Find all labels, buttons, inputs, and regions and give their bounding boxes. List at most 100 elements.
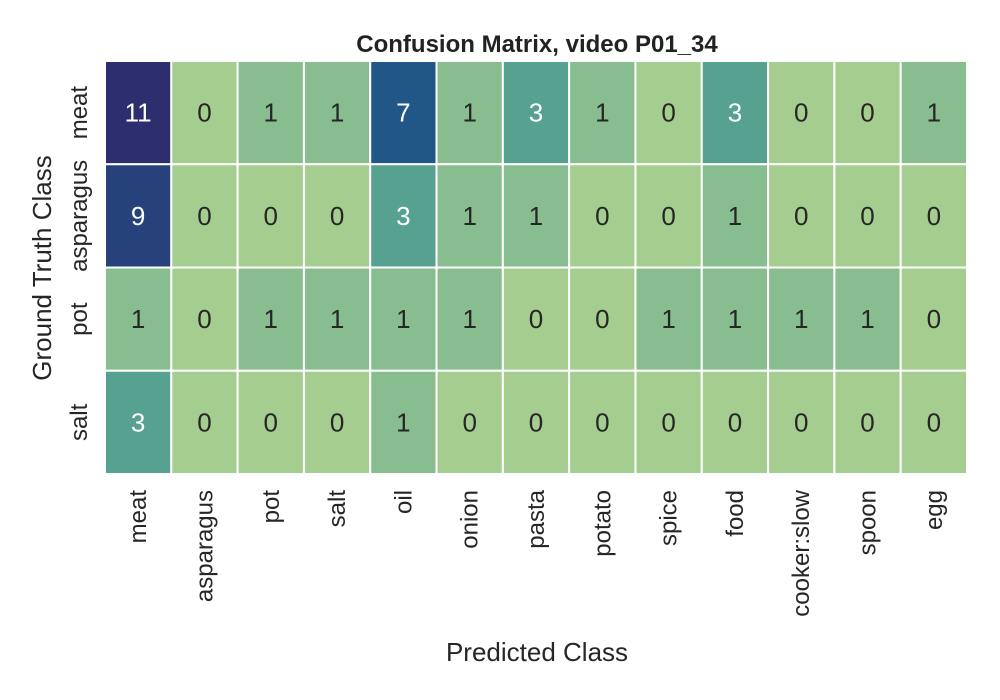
cell-value-label: 1 (728, 304, 742, 334)
x-tick-label: pot (258, 490, 285, 524)
cell-value-label: 1 (462, 304, 476, 334)
heatmap-cell-meat-potato (568, 60, 637, 166)
x-tick-label: spoon (855, 490, 882, 555)
heatmap-cell-salt-egg (899, 369, 969, 475)
cell-value-label: 0 (595, 407, 609, 437)
heatmap-cell-asparagus-oil (369, 163, 438, 269)
heatmap-cell-asparagus-spice (634, 163, 703, 269)
cell-value-label: 0 (728, 407, 742, 437)
y-tick-label: pot (66, 302, 93, 336)
x-tick-label: oil (390, 490, 417, 514)
cell-value-label: 0 (264, 201, 278, 231)
cell-value-label: 0 (661, 201, 675, 231)
cell-value-label: 0 (860, 407, 874, 437)
heatmap-cell-meat-asparagus (170, 60, 239, 166)
heatmap-cell-meat-food (700, 60, 770, 166)
cell-value-label: 0 (794, 201, 808, 231)
cell-value-label: 7 (396, 98, 410, 128)
cell-value-label: 1 (728, 201, 742, 231)
cell-value-label: 1 (264, 304, 278, 334)
heatmap-cell-salt-spoon (833, 369, 902, 475)
cell-value-label: 1 (860, 304, 874, 334)
cell-value-label: 1 (595, 98, 609, 128)
heatmap-cell-salt-onion (435, 369, 504, 475)
cell-value-label: 1 (794, 304, 808, 334)
cell-value-label: 0 (197, 407, 211, 437)
cell-value-label: 1 (330, 304, 344, 334)
cell-value-label: 1 (927, 98, 941, 128)
cell-value-label: 3 (131, 407, 145, 437)
x-tick-label: egg (921, 490, 948, 530)
cell-value-label: 0 (197, 304, 211, 334)
heatmap-cell-salt-potato (568, 369, 637, 475)
heatmap-cell-pot-cooker:slow (767, 266, 836, 372)
cell-value-label: 0 (661, 98, 675, 128)
y-axis-label: Ground Truth Class (27, 155, 57, 380)
heatmap-cell-pot-pot (236, 266, 305, 372)
cell-value-label: 1 (529, 201, 543, 231)
heatmap-cell-asparagus-pasta (501, 163, 571, 269)
heatmap-cell-meat-spoon (833, 60, 902, 166)
y-tick-label: salt (66, 403, 93, 441)
heatmap-cell-asparagus-meat (104, 163, 173, 269)
y-tick-labels: meat asparagus pot salt (66, 86, 93, 441)
heatmap-cell-asparagus-pot (236, 163, 305, 269)
cell-value-label: 1 (264, 98, 278, 128)
cell-value-label: 0 (330, 407, 344, 437)
heatmap-cell-salt-meat (104, 369, 173, 475)
x-tick-label: cooker:slow (788, 489, 815, 616)
x-tick-label: salt (324, 490, 351, 528)
cell-value-label: 0 (860, 98, 874, 128)
heatmap-cell-pot-meat (104, 266, 173, 372)
cell-value-label: 0 (462, 407, 476, 437)
x-tick-label: asparagus (191, 490, 218, 602)
cell-value-label: 0 (595, 201, 609, 231)
cell-value-label: 1 (462, 201, 476, 231)
cell-value-label: 1 (661, 304, 675, 334)
cell-value-label: 1 (396, 304, 410, 334)
x-tick-label: meat (125, 490, 152, 544)
cell-value-label: 1 (131, 304, 145, 334)
cell-value-label: 3 (529, 98, 543, 128)
cell-value-label: 3 (728, 98, 742, 128)
cell-value-label: 0 (264, 407, 278, 437)
y-tick-label: asparagus (66, 160, 93, 272)
cell-value-label: 0 (927, 304, 941, 334)
heatmap-cell-labels: 11 0 1 1 7 1 3 1 0 3 0 0 19 0 0 0 3 1 1 0 0 1 0 0 01 0 1 1 1 1 0 0 1 1 1 1 0… (125, 98, 941, 438)
heatmap-cell-asparagus-onion (435, 163, 504, 269)
heatmap-cell-asparagus-potato (568, 163, 637, 269)
heatmap-cell-meat-onion (435, 60, 504, 166)
heatmap-cell-salt-pot (236, 369, 305, 475)
heatmap-cell-salt-pasta (501, 369, 571, 475)
cell-value-label: 9 (131, 201, 145, 231)
cell-value-label: 3 (396, 201, 410, 231)
cell-value-label: 11 (125, 98, 152, 128)
heatmap-cells (104, 60, 969, 475)
x-tick-label: spice (656, 490, 683, 546)
x-tick-label: pasta (523, 489, 550, 548)
heatmap-cell-asparagus-food (700, 163, 770, 269)
cell-value-label: 1 (330, 98, 344, 128)
heatmap-cell-salt-asparagus (170, 369, 239, 475)
x-tick-label: food (722, 490, 749, 537)
cell-value-label: 1 (396, 407, 410, 437)
heatmap-cell-pot-asparagus (170, 266, 239, 372)
chart-title: Confusion Matrix, video P01_34 (356, 31, 718, 58)
cell-value-label: 0 (529, 304, 543, 334)
cell-value-label: 0 (330, 201, 344, 231)
heatmap-cell-salt-food (700, 369, 770, 475)
x-tick-labels: meat asparagus pot salt oil onion pasta potato s… (125, 489, 948, 616)
heatmap-cell-pot-egg (899, 266, 969, 372)
cell-value-label: 0 (529, 407, 543, 437)
heatmap-cell-salt-cooker:slow (767, 369, 836, 475)
y-tick-label: meat (66, 86, 93, 140)
heatmap-cell-asparagus-salt (302, 163, 372, 269)
cell-value-label: 0 (927, 201, 941, 231)
heatmap-cell-meat-meat (104, 60, 173, 166)
x-axis-label: Predicted Class (446, 637, 628, 667)
cell-value-label: 0 (595, 304, 609, 334)
cell-value-label: 0 (661, 407, 675, 437)
x-tick-label: potato (589, 490, 616, 557)
cell-value-label: 1 (462, 98, 476, 128)
